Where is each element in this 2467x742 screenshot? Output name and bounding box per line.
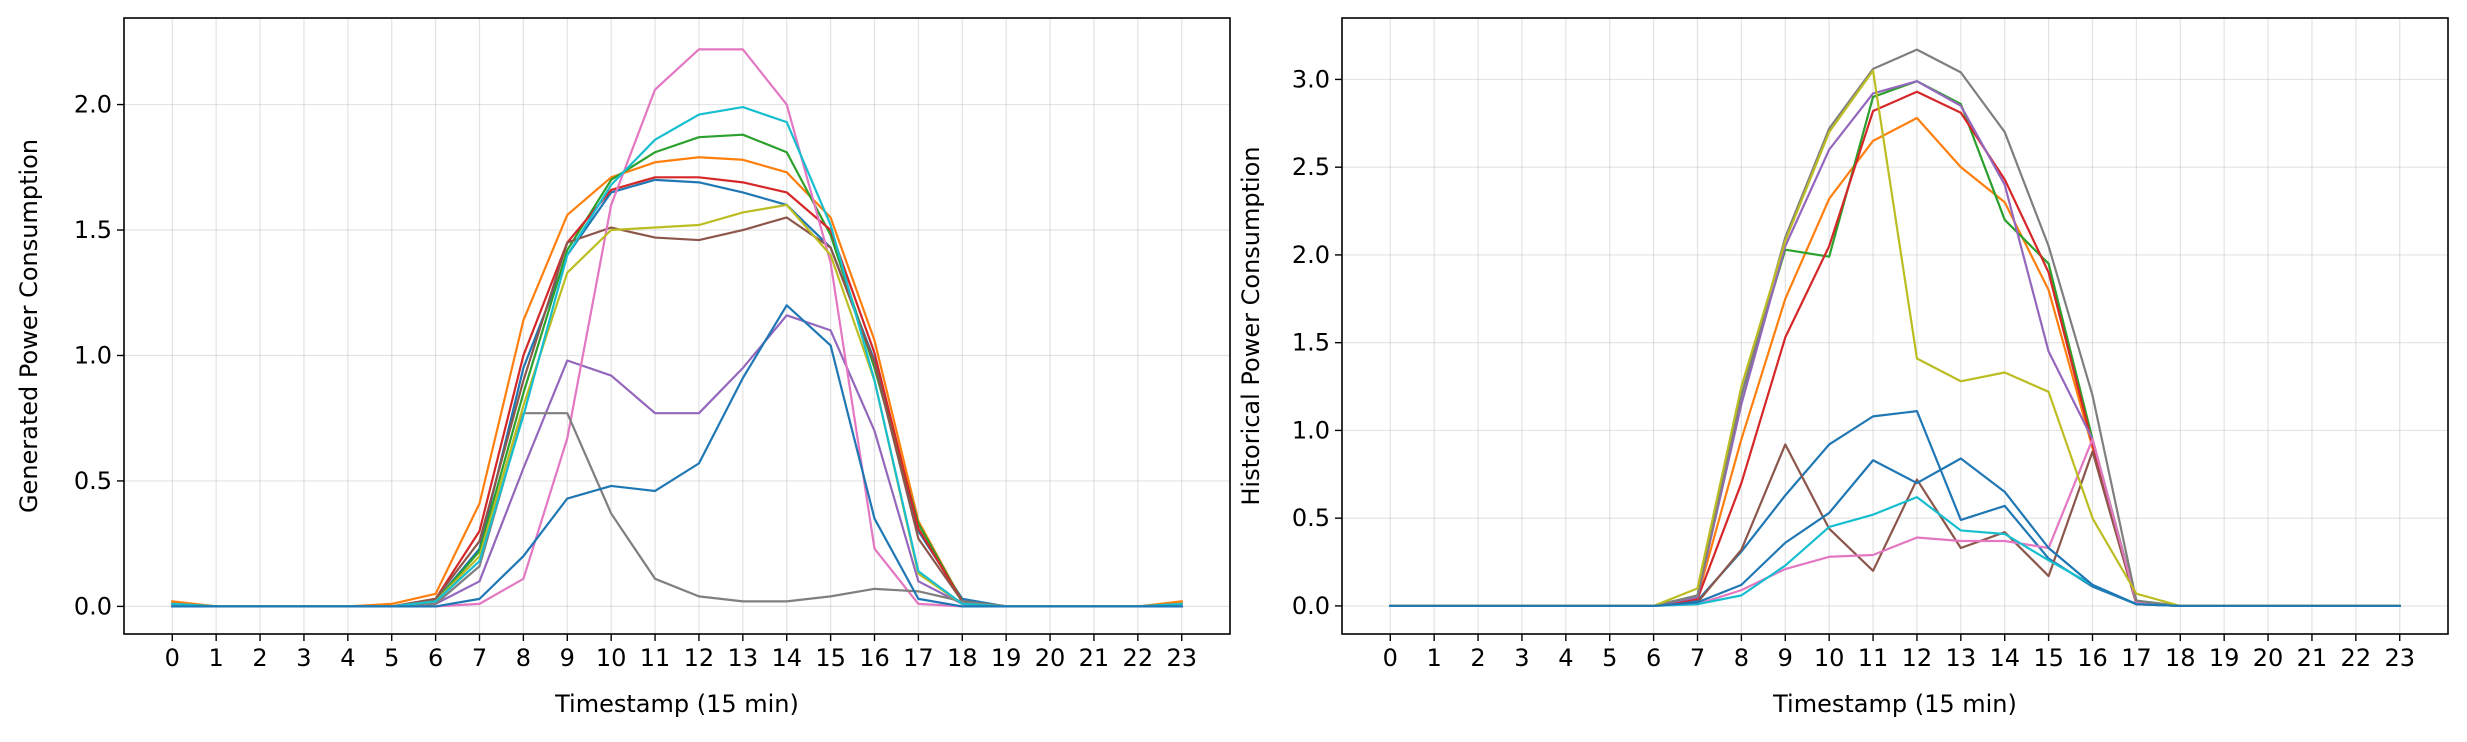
right-chart-x-tick-label: 17 bbox=[2121, 644, 2152, 672]
left-chart-y-tick-label: 1.5 bbox=[74, 216, 112, 244]
left-chart-x-tick-label: 1 bbox=[209, 644, 224, 672]
right-chart-y-tick-label: 1.0 bbox=[1292, 416, 1330, 444]
right-chart-x-tick-label: 19 bbox=[2209, 644, 2240, 672]
left-chart-x-tick-label: 8 bbox=[516, 644, 531, 672]
right-chart-x-tick-label: 2 bbox=[1470, 644, 1485, 672]
left-chart-x-tick-label: 4 bbox=[340, 644, 355, 672]
left-chart-x-tick-label: 6 bbox=[428, 644, 443, 672]
right-chart-x-ticks: 0 1 2 3 4 5 6 7 8 9 10 11 12 13 14 15 16 17 18 19 20 21 22 23 bbox=[1383, 634, 2415, 672]
left-chart-y-tick-label: 1.0 bbox=[74, 341, 112, 369]
left-chart-y-tick-label: 0.5 bbox=[74, 467, 112, 495]
left-chart-x-ticks: 0 1 2 3 4 5 6 7 8 9 10 11 12 13 14 15 16 17 18 19 20 21 22 23 bbox=[165, 634, 1197, 672]
left-chart-x-tick-label: 7 bbox=[472, 644, 487, 672]
left-chart-generated: Generated Power Consumption Timestamp (1… bbox=[15, 17, 1231, 718]
left-chart-x-tick-label: 18 bbox=[947, 644, 978, 672]
left-chart-x-tick-label: 9 bbox=[560, 644, 575, 672]
left-chart-x-tick-label: 12 bbox=[684, 644, 715, 672]
right-chart-x-tick-label: 10 bbox=[1814, 644, 1845, 672]
right-chart-series-line-11 bbox=[1389, 457, 2401, 608]
left-chart-x-tick-label: 13 bbox=[728, 644, 759, 672]
right-chart-x-tick-label: 14 bbox=[1989, 644, 2020, 672]
right-chart-y-tick-label: 0.0 bbox=[1292, 592, 1330, 620]
left-chart-series-group bbox=[171, 48, 1183, 608]
left-chart-x-tick-label: 15 bbox=[815, 644, 846, 672]
left-chart-x-tick-label: 22 bbox=[1123, 644, 1154, 672]
right-chart-x-tick-label: 20 bbox=[2253, 644, 2284, 672]
left-chart-x-tick-label: 14 bbox=[771, 644, 802, 672]
left-chart-series-line-11 bbox=[171, 304, 1183, 608]
right-chart-x-axis-label: Timestamp (15 min) bbox=[1772, 690, 2017, 718]
right-chart-y-axis-label: Historical Power Consumption bbox=[1237, 146, 1265, 505]
right-chart-x-tick-label: 8 bbox=[1734, 644, 1749, 672]
right-chart-x-tick-label: 5 bbox=[1602, 644, 1617, 672]
left-chart-y-tick-label: 0.0 bbox=[74, 592, 112, 620]
left-chart-x-tick-label: 23 bbox=[1166, 644, 1197, 672]
left-chart-x-tick-label: 5 bbox=[384, 644, 399, 672]
right-chart-y-tick-label: 2.5 bbox=[1292, 153, 1330, 181]
left-chart-x-axis-label: Timestamp (15 min) bbox=[554, 690, 799, 718]
left-chart-x-tick-label: 11 bbox=[640, 644, 671, 672]
right-chart-x-tick-label: 4 bbox=[1558, 644, 1573, 672]
right-chart-x-tick-label: 23 bbox=[2384, 644, 2415, 672]
left-chart-y-axis-label: Generated Power Consumption bbox=[15, 139, 43, 513]
right-chart-x-tick-label: 9 bbox=[1778, 644, 1793, 672]
right-chart-x-tick-label: 7 bbox=[1690, 644, 1705, 672]
right-chart-y-tick-label: 1.5 bbox=[1292, 329, 1330, 357]
left-chart-y-tick-label: 2.0 bbox=[74, 91, 112, 119]
left-chart-x-tick-label: 19 bbox=[991, 644, 1022, 672]
right-chart-x-tick-label: 6 bbox=[1646, 644, 1661, 672]
right-chart-historical: Historical Power Consumption Timestamp (… bbox=[1237, 17, 2449, 718]
left-chart-x-tick-label: 21 bbox=[1079, 644, 1110, 672]
right-chart-x-tick-label: 15 bbox=[2033, 644, 2064, 672]
right-chart-axes-frame bbox=[1341, 17, 2449, 635]
right-chart-x-tick-label: 1 bbox=[1427, 644, 1442, 672]
left-chart-x-tick-label: 16 bbox=[859, 644, 890, 672]
left-chart-x-tick-label: 2 bbox=[252, 644, 267, 672]
right-chart-x-tick-label: 13 bbox=[1946, 644, 1977, 672]
right-chart-x-tick-label: 18 bbox=[2165, 644, 2196, 672]
left-chart-x-tick-label: 0 bbox=[165, 644, 180, 672]
right-chart-y-tick-label: 3.0 bbox=[1292, 65, 1330, 93]
left-chart-x-tick-label: 10 bbox=[596, 644, 627, 672]
left-chart-x-tick-label: 20 bbox=[1035, 644, 1066, 672]
left-chart-axes-frame bbox=[123, 17, 1231, 635]
right-chart-series-group bbox=[1389, 48, 2401, 608]
right-chart-y-tick-label: 0.5 bbox=[1292, 504, 1330, 532]
right-chart-x-tick-label: 22 bbox=[2341, 644, 2372, 672]
right-chart-x-tick-label: 21 bbox=[2297, 644, 2328, 672]
left-chart-y-ticks: 0.0 0.5 1.0 1.5 2.0 bbox=[74, 91, 124, 620]
right-chart-x-tick-label: 12 bbox=[1902, 644, 1933, 672]
right-chart-y-ticks: 0.0 0.5 1.0 1.5 2.0 2.5 3.0 bbox=[1292, 65, 1342, 620]
right-chart-y-tick-label: 2.0 bbox=[1292, 241, 1330, 269]
right-chart-x-tick-label: 0 bbox=[1383, 644, 1398, 672]
left-chart-x-tick-label: 3 bbox=[296, 644, 311, 672]
right-chart-x-tick-label: 16 bbox=[2077, 644, 2108, 672]
left-chart-x-tick-label: 17 bbox=[903, 644, 934, 672]
right-chart-x-tick-label: 3 bbox=[1514, 644, 1529, 672]
right-chart-x-tick-label: 11 bbox=[1858, 644, 1889, 672]
